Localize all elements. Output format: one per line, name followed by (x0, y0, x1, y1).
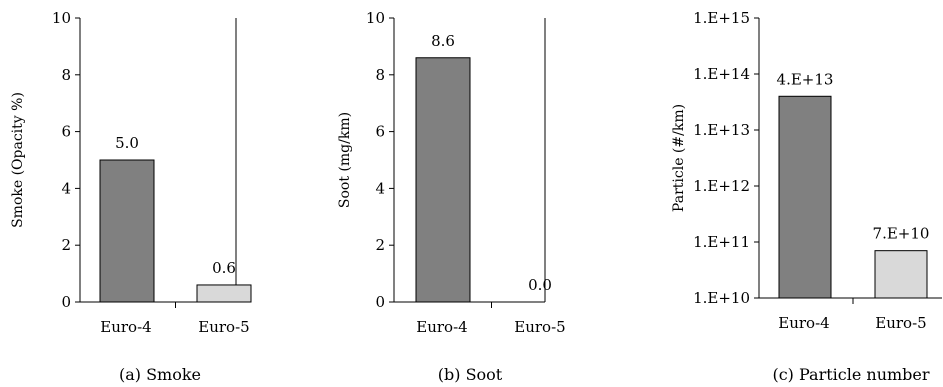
y-axis-title: Soot (mg/km) (337, 112, 353, 208)
panel-caption: (c) Particle number (772, 365, 929, 384)
y-tick-label: 8 (61, 66, 71, 84)
bar-euro-4 (99, 159, 155, 303)
x-category-label: Euro-5 (198, 318, 249, 336)
y-tick-label: 10 (52, 9, 71, 27)
y-tick-label: 1.E+15 (693, 9, 750, 27)
y-axis-title: Smoke (Opacity %) (10, 92, 26, 228)
x-category-label: Euro-4 (416, 318, 467, 336)
data-label: 7.E+10 (873, 225, 930, 243)
y-tick-label: 8 (375, 66, 385, 84)
y-tick-label: 6 (375, 123, 385, 141)
data-label: 0.6 (212, 259, 236, 277)
x-category-label: Euro-4 (100, 318, 151, 336)
x-category-label: Euro-5 (514, 318, 565, 336)
y-tick-label: 0 (61, 293, 71, 311)
y-tick-label: 6 (61, 123, 71, 141)
data-label: 8.6 (431, 32, 455, 50)
y-tick-label: 10 (366, 9, 385, 27)
y-tick-label: 2 (375, 236, 385, 254)
y-tick-label: 1.E+11 (693, 233, 750, 251)
x-category-label: Euro-5 (875, 314, 926, 332)
bar-euro-4 (778, 95, 832, 299)
panel-caption: (b) Soot (438, 365, 503, 384)
bar-euro-5 (874, 250, 928, 299)
bar-euro-5 (196, 284, 252, 303)
y-axis-title: Particle (#/km) (671, 104, 687, 212)
y-tick-label: 1.E+13 (693, 121, 750, 139)
data-label: 4.E+13 (777, 70, 834, 88)
y-tick-label: 1.E+12 (693, 177, 750, 195)
panel-caption: (a) Smoke (119, 365, 201, 384)
y-tick-label: 4 (61, 179, 71, 197)
data-label: 5.0 (115, 134, 139, 152)
y-tick-label: 1.E+10 (693, 289, 750, 307)
y-tick-label: 4 (375, 179, 385, 197)
y-tick-label: 1.E+14 (693, 65, 750, 83)
bar-euro-4 (415, 57, 471, 303)
x-category-label: Euro-4 (778, 314, 829, 332)
y-tick-label: 2 (61, 236, 71, 254)
data-label: 0.0 (528, 276, 552, 294)
y-tick-label: 0 (375, 293, 385, 311)
